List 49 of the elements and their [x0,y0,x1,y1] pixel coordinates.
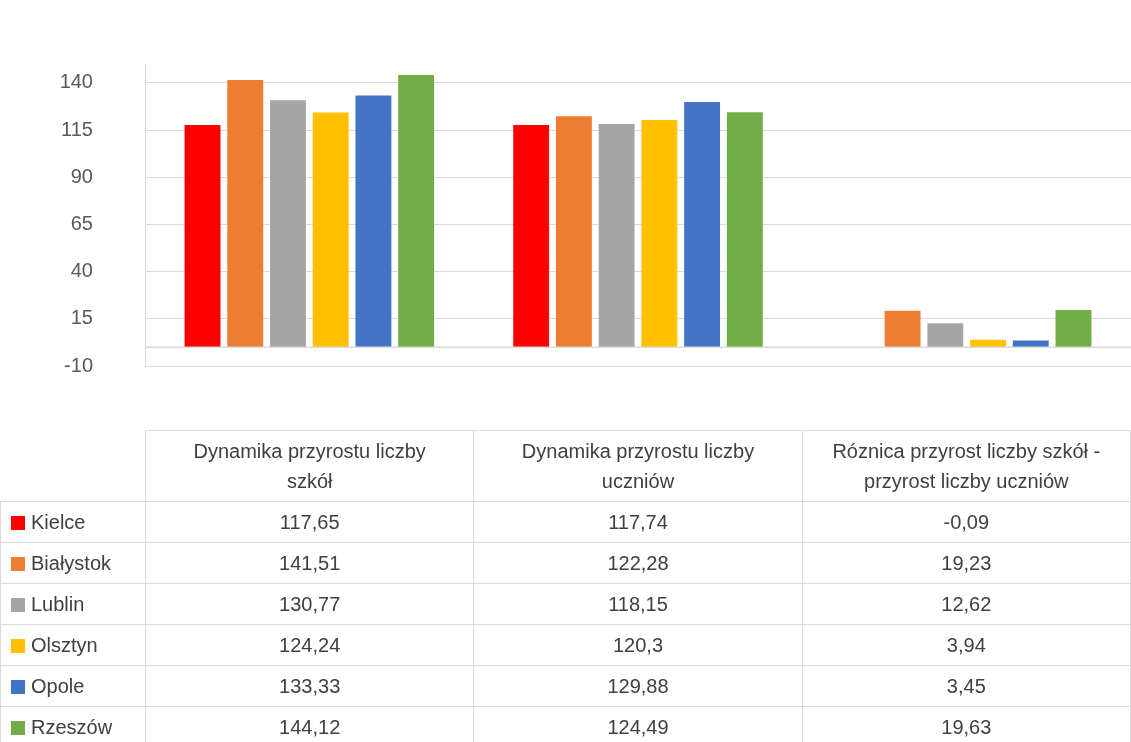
data-label: 120,3 [473,624,803,666]
data-label: -0,09 [802,501,1131,543]
y-tick-label: 90 [70,164,93,187]
x-tick-label: Dynamika przyrostu liczby uczniów [473,430,803,502]
legend-label: Białystok [0,542,146,584]
y-tick-label: 140 [59,70,93,93]
bar [312,112,349,348]
x-tick-label: Róznica przyrost liczby szkół - przyrost liczby uczniów [802,430,1131,502]
y-tick-label: 15 [70,306,93,329]
bar [641,120,678,348]
data-label: 129,88 [473,665,803,707]
x-tick-label: Dynamika przyrostu liczby szkół [145,430,474,502]
data-label: 133,33 [145,665,474,707]
bar [726,112,763,348]
data-label: 3,45 [802,665,1131,707]
bar [555,116,592,348]
data-label: 117,74 [473,501,803,543]
bar [884,310,921,348]
data-label: 124,24 [145,624,474,666]
data-label: 122,28 [473,542,803,584]
legend-label: Lublin [0,583,146,625]
bar [184,125,221,348]
data-label: 124,49 [473,706,803,742]
bar [355,95,392,348]
data-label: 3,94 [802,624,1131,666]
bar [513,124,550,348]
bar [227,80,264,348]
data-label: 118,15 [473,583,803,625]
y-tick-label: 115 [61,117,93,140]
data-label: 130,77 [145,583,474,625]
y-tick-label: 65 [70,211,93,234]
legend-label: Kielce [0,501,146,543]
bar [398,75,435,348]
data-label: 19,23 [802,542,1131,584]
bar [684,101,721,348]
data-label: 19,63 [802,706,1131,742]
bar [598,124,635,348]
legend-label: Rzeszów [0,706,146,742]
data-label: 117,65 [145,501,474,543]
legend-label: Opole [0,665,146,707]
bar [1055,310,1092,348]
bar [927,323,964,348]
data-label: 12,62 [802,583,1131,625]
y-tick-label: 40 [70,259,93,282]
legend-label: Olsztyn [0,624,146,666]
y-tick-label: -10 [64,353,93,376]
data-label: 144,12 [145,706,474,742]
bar [270,100,306,348]
data-label: 141,51 [145,542,474,584]
